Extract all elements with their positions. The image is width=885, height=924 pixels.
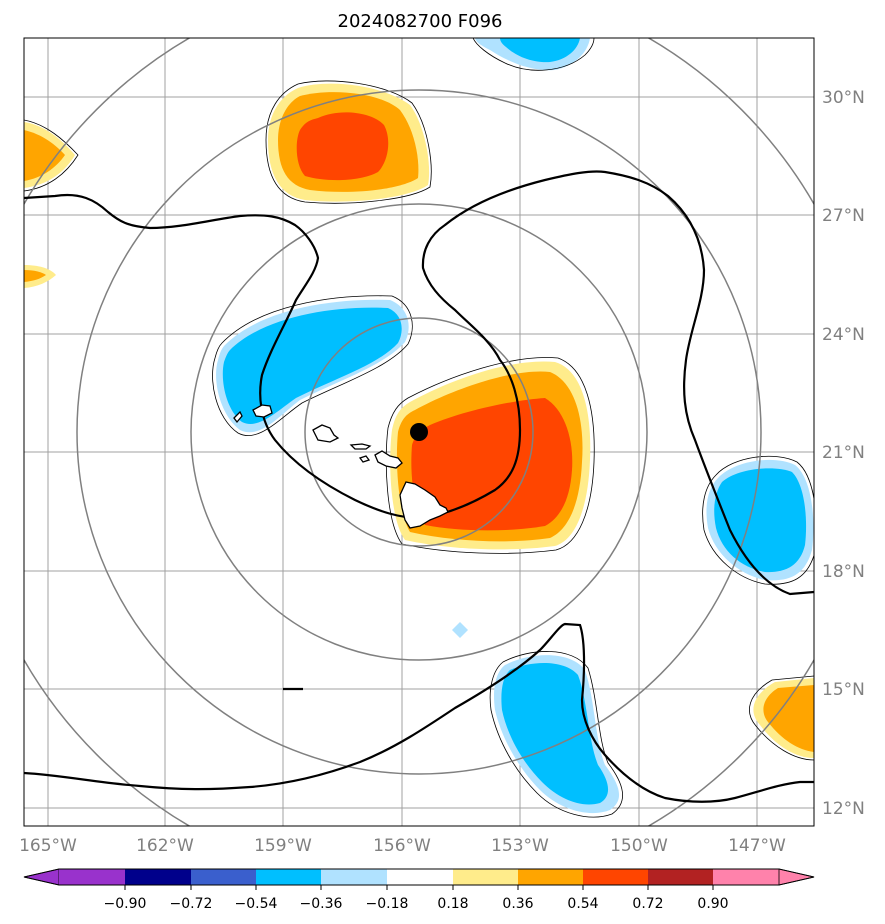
colorbar-segment (583, 869, 648, 885)
lon-tick-label: 150°W (610, 836, 668, 856)
map-area (24, 38, 814, 826)
colorbar-tick-label: −0.72 (170, 896, 213, 912)
colorbar-tick-label: 0.54 (567, 896, 598, 912)
lon-tick-label: 159°W (254, 836, 312, 856)
colorbar-tick-label: 0.18 (437, 896, 468, 912)
lat-tick-label: 30°N (822, 88, 865, 108)
lon-tick-label: 153°W (491, 836, 549, 856)
lat-tick-label: 15°N (822, 680, 865, 700)
colorbar-tick-label: 0.90 (697, 896, 728, 912)
negative-anomaly-north (475, 38, 590, 71)
lon-tick-label: 162°W (136, 836, 194, 856)
colorbar-segment (648, 869, 713, 885)
colorbar-segment (59, 869, 125, 885)
small-negative-spot (452, 622, 468, 638)
colorbar-tick-label: 0.36 (502, 896, 533, 912)
latitude-axis: 30°N 27°N 24°N 21°N 18°N 15°N 12°N (822, 88, 865, 819)
range-rings (24, 38, 814, 826)
lat-tick-label: 24°N (822, 325, 865, 345)
lon-tick-label: 156°W (373, 836, 431, 856)
lat-tick-label: 27°N (822, 206, 865, 226)
figure-title: 2024082700 F096 (338, 11, 503, 32)
colorbar-segment (453, 869, 518, 885)
lat-tick-label: 12°N (822, 799, 865, 819)
colorbar-segment (713, 869, 779, 885)
positive-anomaly-north (268, 83, 430, 202)
colorbar-segment (256, 869, 321, 885)
lat-tick-label: 21°N (822, 443, 865, 463)
lon-tick-label: 165°W (19, 836, 77, 856)
positive-anomaly-southeast (753, 678, 814, 758)
colorbar-segment (125, 869, 191, 885)
colorbar-tick-label: −0.54 (235, 896, 278, 912)
hawaiian-islands (233, 404, 449, 529)
colorbar-segment (387, 869, 453, 885)
longitude-axis: 165°W 162°W 159°W 156°W 153°W 150°W 147°… (19, 836, 786, 856)
colorbar-extend-min (23, 868, 60, 886)
colorbar-tick-label: −0.18 (366, 896, 409, 912)
negative-anomaly-east (706, 459, 814, 581)
anomaly-outlines (24, 38, 814, 818)
positive-anomaly-west (24, 122, 75, 288)
colorbar-segment (518, 869, 583, 885)
colorbar-segment (321, 869, 387, 885)
colorbar: −0.90 −0.72 −0.54 −0.36 −0.18 0.18 0.36 … (23, 868, 815, 912)
colorbar-tick-label: −0.90 (104, 896, 147, 912)
storm-center-marker (410, 423, 428, 441)
colorbar-extend-max (778, 868, 815, 886)
colorbar-segment (191, 869, 256, 885)
lon-tick-label: 147°W (728, 836, 786, 856)
black-contour-lines (24, 170, 814, 803)
lat-tick-label: 18°N (822, 562, 865, 582)
colorbar-outline (23, 868, 815, 886)
positive-anomaly-central (390, 361, 591, 550)
map-frame (23, 37, 815, 827)
colorbar-tick-label: −0.36 (300, 896, 343, 912)
colorbar-tick-label: 0.72 (632, 896, 663, 912)
